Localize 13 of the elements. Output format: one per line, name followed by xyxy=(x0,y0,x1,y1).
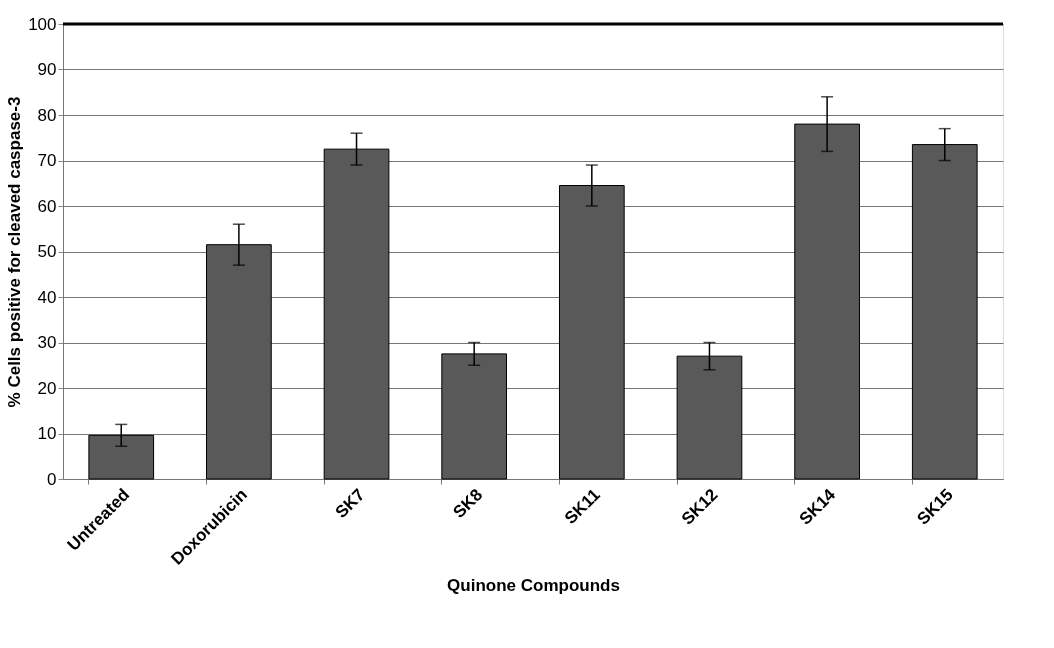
y-tick-label: 80 xyxy=(37,105,57,125)
y-tick-label: 70 xyxy=(37,151,57,170)
y-tick-label: 60 xyxy=(37,196,57,216)
y-tick-label: 100 xyxy=(28,14,57,34)
y-tick-label: 0 xyxy=(47,469,57,489)
y-tick-label: 90 xyxy=(37,60,57,79)
y-tick-label: 50 xyxy=(37,242,57,261)
y-tick-label: 40 xyxy=(37,287,57,307)
y-tick-label: 30 xyxy=(37,333,57,352)
y-axis-title: % Cells positive for cleaved caspase-3 xyxy=(5,96,25,408)
y-tick-label: 10 xyxy=(37,424,57,443)
y-tick-label: 20 xyxy=(37,378,57,398)
x-axis-title: Quinone Compounds xyxy=(447,575,620,595)
